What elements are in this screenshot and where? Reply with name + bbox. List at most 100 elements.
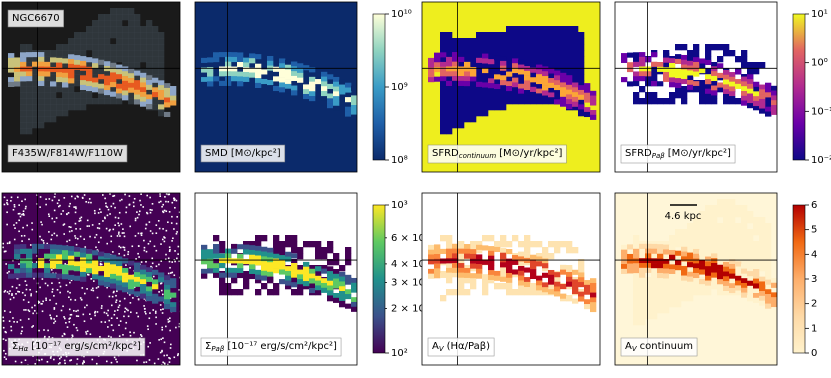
noise-pixel xyxy=(56,315,58,317)
arc-pixel xyxy=(524,80,530,85)
noise-pixel xyxy=(81,287,83,289)
arc-pixel xyxy=(747,295,753,300)
arc-pixel xyxy=(345,280,351,285)
arc-pixel xyxy=(584,83,590,88)
arc-pixel xyxy=(8,264,14,269)
arc-pixel xyxy=(164,83,170,88)
arc-pixel xyxy=(464,273,470,278)
region-pixel xyxy=(723,229,729,235)
arc-pixel xyxy=(590,278,596,283)
arc-pixel xyxy=(267,267,273,272)
region-pixel xyxy=(741,247,747,253)
region-pixel xyxy=(44,104,50,110)
arc-pixel xyxy=(747,79,753,84)
arc-pixel xyxy=(303,65,309,70)
arc-pixel xyxy=(657,81,663,86)
noise-pixel xyxy=(150,266,152,268)
arc-pixel xyxy=(446,71,452,76)
region-pixel xyxy=(566,241,572,247)
noise-pixel xyxy=(158,202,160,204)
region-pixel xyxy=(578,38,584,44)
arc-pixel xyxy=(506,72,512,77)
region-pixel xyxy=(633,295,639,301)
arc-pixel xyxy=(765,107,771,112)
noise-pixel xyxy=(11,293,13,295)
arc-pixel xyxy=(518,276,524,281)
arc-pixel xyxy=(440,258,446,263)
region-pixel xyxy=(645,295,651,301)
noise-pixel xyxy=(173,228,175,230)
arc-pixel xyxy=(657,263,663,268)
arc-pixel xyxy=(458,66,464,71)
region-pixel xyxy=(50,92,56,98)
arc-pixel xyxy=(92,87,98,92)
arc-pixel xyxy=(158,90,164,95)
arc-pixel xyxy=(267,253,273,258)
noise-pixel xyxy=(9,311,11,313)
region-pixel xyxy=(464,104,470,110)
noise-pixel xyxy=(118,324,120,326)
arc-pixel xyxy=(26,71,32,76)
noise-pixel xyxy=(9,242,11,244)
arc-pixel xyxy=(482,260,488,265)
region-pixel xyxy=(645,307,651,313)
region-pixel xyxy=(699,223,705,229)
arc-pixel xyxy=(723,75,729,80)
noise-pixel xyxy=(171,202,173,204)
label-rest: [M⊙/yr/kpc²] xyxy=(668,148,731,159)
region-pixel xyxy=(291,289,297,295)
noise-pixel xyxy=(141,335,143,337)
arc-pixel xyxy=(152,299,158,304)
arc-pixel xyxy=(621,53,627,58)
noise-pixel xyxy=(77,330,79,332)
arc-pixel xyxy=(225,253,231,258)
noise-pixel xyxy=(66,284,68,286)
arc-pixel xyxy=(488,78,494,83)
arc-pixel xyxy=(219,273,225,278)
arc-pixel xyxy=(657,244,663,249)
arc-pixel xyxy=(279,269,285,274)
arc-pixel xyxy=(237,72,243,77)
arc-pixel xyxy=(500,277,506,282)
noise-pixel xyxy=(47,330,49,332)
noise-pixel xyxy=(154,245,156,247)
arc-pixel xyxy=(759,104,765,109)
noise-pixel xyxy=(44,336,46,338)
arc-pixel xyxy=(122,81,128,86)
region-pixel xyxy=(464,116,470,122)
noise-pixel xyxy=(89,198,91,200)
region-pixel xyxy=(639,277,645,283)
noise-pixel xyxy=(130,302,132,304)
arc-pixel xyxy=(104,90,110,95)
noise-pixel xyxy=(68,226,70,228)
region-pixel xyxy=(122,26,128,32)
arc-pixel xyxy=(86,254,92,259)
arc-pixel xyxy=(333,77,339,82)
arc-pixel xyxy=(458,244,464,249)
arc-pixel xyxy=(261,252,267,257)
noise-pixel xyxy=(118,233,120,235)
arc-pixel xyxy=(548,92,554,97)
arc-pixel xyxy=(771,105,777,110)
arc-pixel xyxy=(651,263,657,268)
region-pixel xyxy=(759,265,765,271)
arc-pixel xyxy=(518,256,524,261)
noise-pixel xyxy=(16,287,18,289)
arc-pixel xyxy=(110,269,116,274)
region-pixel xyxy=(675,295,681,301)
region-pixel xyxy=(741,217,747,223)
region-pixel xyxy=(747,62,753,68)
region-pixel xyxy=(92,32,98,38)
arc-pixel xyxy=(693,81,699,86)
noise-pixel xyxy=(121,223,123,225)
region-pixel xyxy=(446,289,452,295)
arc-pixel xyxy=(26,67,32,72)
region-pixel xyxy=(675,92,681,98)
region-pixel xyxy=(458,289,464,295)
noise-pixel xyxy=(10,326,12,328)
arc-pixel xyxy=(458,273,464,278)
noise-pixel xyxy=(96,363,98,365)
noise-pixel xyxy=(116,361,118,363)
arc-pixel xyxy=(98,280,104,285)
noise-pixel xyxy=(165,201,167,203)
